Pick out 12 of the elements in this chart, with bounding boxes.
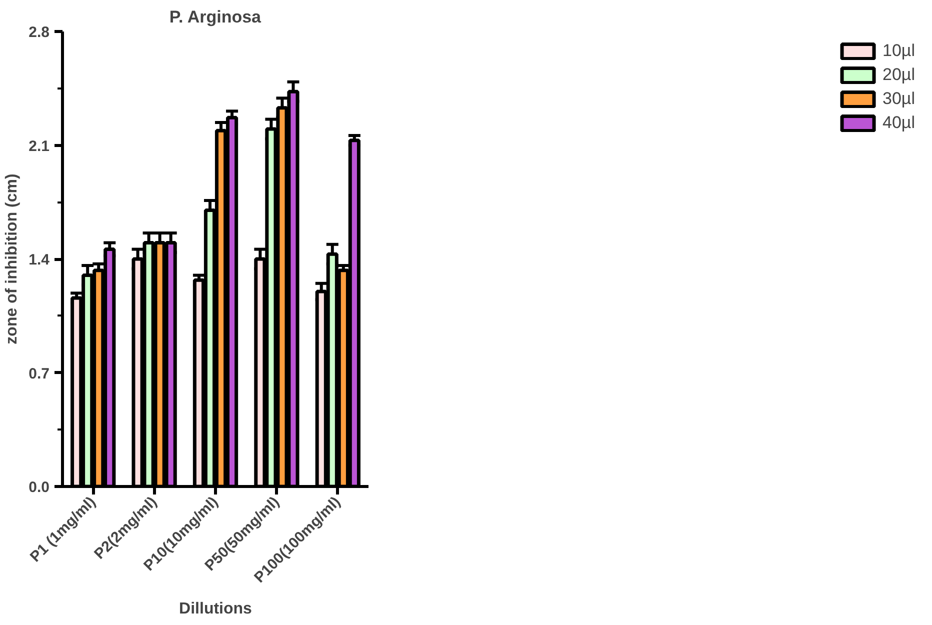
y-axis-title: zone of inhibition (cm)	[4, 174, 21, 344]
y-tick-label: 2.8	[28, 24, 50, 41]
legend-label: 20µl	[882, 65, 915, 85]
y-tick-label: 2.1	[28, 138, 50, 155]
y-tick-label: 1.4	[28, 252, 50, 268]
legend-label: 40µl	[882, 113, 915, 133]
legend-label: 30µl	[882, 89, 915, 109]
chart-title: P. Arginosa	[169, 8, 262, 26]
y-tick-label: 0.0	[28, 479, 50, 496]
x-axis-title: Dillutions	[179, 600, 252, 618]
y-tick-label: 0.7	[28, 365, 50, 382]
legend-label: 10µl	[882, 41, 915, 61]
